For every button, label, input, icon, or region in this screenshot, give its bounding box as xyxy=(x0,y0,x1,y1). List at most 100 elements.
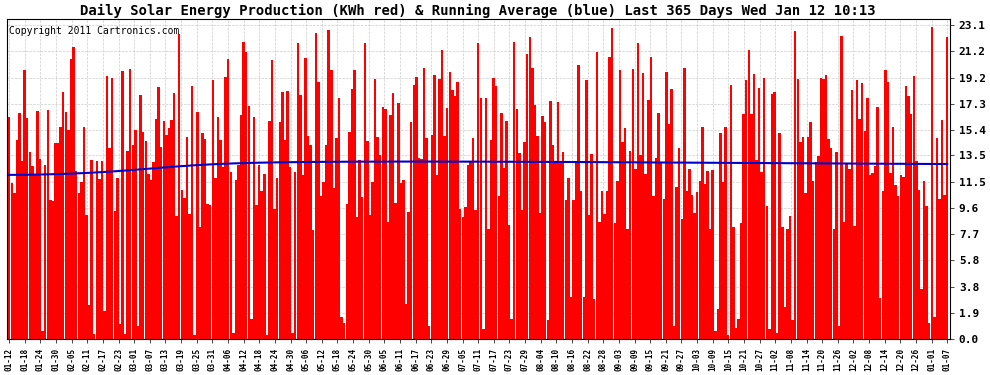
Bar xyxy=(492,78,495,339)
Bar xyxy=(328,30,330,339)
Bar xyxy=(477,43,479,339)
Bar xyxy=(791,320,794,339)
Bar xyxy=(72,47,75,339)
Bar xyxy=(88,305,90,339)
Bar xyxy=(29,152,31,339)
Bar xyxy=(366,141,368,339)
Bar xyxy=(64,112,67,339)
Bar xyxy=(725,127,727,339)
Bar xyxy=(361,196,363,339)
Bar xyxy=(706,171,709,339)
Bar xyxy=(109,148,111,339)
Bar xyxy=(479,98,482,339)
Bar xyxy=(544,122,546,339)
Bar xyxy=(304,58,307,339)
Bar xyxy=(148,174,149,339)
Bar xyxy=(323,182,325,339)
Bar xyxy=(263,174,265,339)
Bar xyxy=(505,121,508,339)
Bar xyxy=(212,80,214,339)
Bar xyxy=(127,151,129,339)
Bar xyxy=(760,172,763,339)
Bar xyxy=(915,161,918,339)
Bar xyxy=(103,311,106,339)
Bar xyxy=(165,135,167,339)
Bar xyxy=(26,118,29,339)
Bar xyxy=(629,151,632,339)
Bar xyxy=(763,78,765,339)
Bar xyxy=(149,180,152,339)
Bar xyxy=(436,175,439,339)
Bar xyxy=(529,38,531,339)
Bar xyxy=(632,69,634,339)
Bar xyxy=(871,173,874,339)
Bar xyxy=(614,223,616,339)
Bar xyxy=(238,165,240,339)
Bar xyxy=(799,142,802,339)
Bar xyxy=(400,183,402,339)
Bar xyxy=(564,200,567,339)
Bar xyxy=(712,170,714,339)
Bar xyxy=(24,70,26,339)
Bar xyxy=(583,297,585,339)
Bar xyxy=(214,178,217,339)
Bar xyxy=(18,113,21,339)
Bar xyxy=(281,92,283,339)
Bar xyxy=(34,174,37,339)
Bar xyxy=(140,95,142,339)
Bar xyxy=(294,172,296,339)
Bar xyxy=(248,106,250,339)
Bar xyxy=(16,140,18,339)
Bar xyxy=(132,146,134,339)
Bar xyxy=(789,216,791,339)
Bar xyxy=(943,195,945,339)
Bar xyxy=(596,52,598,339)
Bar xyxy=(135,130,137,339)
Bar xyxy=(446,108,448,339)
Bar xyxy=(448,72,451,339)
Bar xyxy=(572,200,575,339)
Bar xyxy=(503,168,505,339)
Bar xyxy=(537,136,539,339)
Bar xyxy=(384,109,387,339)
Bar xyxy=(773,92,776,339)
Bar xyxy=(786,229,789,339)
Bar xyxy=(752,74,755,339)
Bar xyxy=(291,333,294,339)
Bar xyxy=(939,199,940,339)
Bar xyxy=(539,213,542,339)
Bar xyxy=(413,85,415,339)
Bar xyxy=(765,206,768,339)
Bar xyxy=(315,33,317,339)
Bar xyxy=(892,127,894,339)
Bar xyxy=(67,130,69,339)
Bar xyxy=(230,172,232,339)
Bar xyxy=(217,117,219,339)
Bar xyxy=(376,137,379,339)
Bar xyxy=(330,70,333,339)
Bar xyxy=(511,319,513,339)
Bar xyxy=(647,100,649,339)
Bar xyxy=(75,171,77,339)
Bar xyxy=(405,304,407,339)
Bar xyxy=(162,121,165,339)
Bar xyxy=(771,94,773,339)
Bar xyxy=(191,86,193,339)
Bar xyxy=(588,215,590,339)
Bar xyxy=(426,138,428,339)
Bar xyxy=(652,196,654,339)
Bar xyxy=(119,324,121,339)
Bar xyxy=(908,96,910,339)
Bar xyxy=(145,141,147,339)
Bar xyxy=(820,78,822,339)
Bar xyxy=(387,222,389,339)
Bar xyxy=(129,69,132,339)
Bar xyxy=(464,207,466,339)
Bar xyxy=(368,215,371,339)
Bar xyxy=(343,323,346,339)
Bar xyxy=(222,166,225,339)
Bar xyxy=(807,137,809,339)
Bar xyxy=(611,28,614,339)
Bar xyxy=(51,201,54,339)
Bar xyxy=(255,206,257,339)
